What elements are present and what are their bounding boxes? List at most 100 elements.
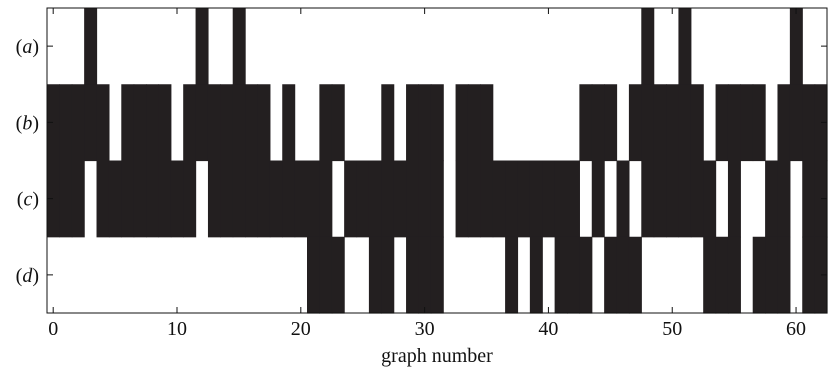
filled-cell bbox=[368, 236, 382, 314]
filled-cell bbox=[777, 84, 791, 162]
filled-cell bbox=[133, 160, 147, 238]
filled-cell bbox=[84, 84, 98, 162]
filled-cell bbox=[628, 84, 642, 162]
filled-cell bbox=[344, 160, 358, 238]
filled-cell bbox=[690, 160, 704, 238]
filled-cell bbox=[752, 84, 766, 162]
filled-cell bbox=[467, 160, 481, 238]
filled-cell bbox=[641, 160, 655, 238]
filled-cell bbox=[232, 160, 246, 238]
filled-cell bbox=[542, 160, 556, 238]
filled-cell bbox=[381, 236, 395, 314]
filled-cell bbox=[505, 160, 519, 238]
filled-cell bbox=[777, 236, 791, 314]
filled-cell bbox=[170, 160, 184, 238]
filled-cell bbox=[505, 236, 519, 314]
filled-cell bbox=[96, 84, 110, 162]
filled-cell bbox=[257, 160, 271, 238]
filled-cell bbox=[96, 160, 110, 238]
filled-cell bbox=[653, 84, 667, 162]
filled-cell bbox=[183, 84, 197, 162]
filled-cell bbox=[727, 160, 741, 238]
filled-cell bbox=[195, 84, 209, 162]
filled-cell bbox=[591, 160, 605, 238]
filled-cell bbox=[245, 160, 259, 238]
filled-cell bbox=[666, 160, 680, 238]
x-tick-label: 50 bbox=[662, 318, 682, 340]
filled-cell bbox=[47, 160, 60, 238]
filled-cell bbox=[529, 160, 543, 238]
filled-cell bbox=[567, 236, 580, 314]
x-axis-ticks: 0 10 20 30 40 50 60 bbox=[48, 8, 806, 340]
x-tick-label: 30 bbox=[415, 318, 435, 340]
filled-cell bbox=[331, 236, 345, 314]
filled-cell bbox=[430, 236, 444, 314]
filled-cell bbox=[319, 160, 333, 238]
filled-cell bbox=[282, 84, 296, 162]
filled-cell bbox=[158, 84, 172, 162]
filled-cell bbox=[641, 8, 655, 85]
filled-cell bbox=[727, 236, 741, 314]
filled-cell bbox=[678, 160, 692, 238]
filled-cell bbox=[703, 160, 717, 238]
filled-cell bbox=[789, 84, 803, 162]
filled-cell bbox=[84, 8, 98, 85]
filled-cell bbox=[71, 160, 85, 238]
filled-cell bbox=[381, 160, 395, 238]
x-tick-label: 20 bbox=[291, 318, 311, 340]
filled-cell bbox=[71, 84, 85, 162]
filled-cell bbox=[653, 160, 667, 238]
filled-cell bbox=[183, 160, 197, 238]
filled-cell bbox=[455, 84, 469, 162]
x-tick-label: 40 bbox=[538, 318, 558, 340]
filled-cell bbox=[418, 160, 432, 238]
filled-cell bbox=[492, 160, 506, 238]
filled-cell bbox=[517, 160, 531, 238]
filled-cell bbox=[294, 160, 308, 238]
row-label: (a) bbox=[16, 36, 39, 58]
filled-cell bbox=[765, 236, 779, 314]
row-label: (c) bbox=[17, 189, 39, 211]
filled-cell bbox=[220, 84, 234, 162]
filled-cell bbox=[356, 160, 370, 238]
filled-cell bbox=[133, 84, 147, 162]
filled-cell bbox=[207, 160, 221, 238]
filled-cell bbox=[418, 84, 432, 162]
filled-cell bbox=[616, 160, 630, 238]
filled-cell bbox=[146, 84, 160, 162]
filled-cell bbox=[455, 160, 469, 238]
filled-cell bbox=[195, 8, 209, 85]
x-tick-label: 60 bbox=[786, 318, 806, 340]
filled-cell bbox=[480, 160, 494, 238]
filled-cell bbox=[591, 84, 605, 162]
filled-cell bbox=[467, 84, 481, 162]
filled-cell bbox=[678, 8, 692, 85]
filled-cell bbox=[579, 84, 593, 162]
filled-cell bbox=[628, 236, 642, 314]
filled-cell bbox=[777, 160, 791, 238]
filled-cell bbox=[220, 160, 234, 238]
filled-cell bbox=[802, 160, 816, 238]
filled-cell bbox=[393, 160, 407, 238]
filled-cell bbox=[418, 236, 432, 314]
filled-cell bbox=[121, 160, 135, 238]
filled-cell bbox=[381, 84, 395, 162]
filled-cell bbox=[554, 236, 568, 314]
filled-cell bbox=[146, 160, 160, 238]
filled-cell bbox=[406, 84, 420, 162]
filled-cell bbox=[715, 84, 729, 162]
filled-cell bbox=[579, 236, 593, 314]
filled-cell bbox=[727, 84, 741, 162]
filled-cell bbox=[480, 84, 494, 162]
filled-cell bbox=[59, 160, 73, 238]
filled-cell bbox=[765, 160, 779, 238]
row-label: (b) bbox=[16, 112, 39, 134]
filled-cell bbox=[207, 84, 221, 162]
filled-cell bbox=[641, 84, 655, 162]
filled-cell bbox=[108, 160, 122, 238]
filled-cell bbox=[666, 84, 680, 162]
filled-cell bbox=[554, 160, 568, 238]
row-label: (d) bbox=[16, 265, 39, 287]
filled-cell bbox=[406, 236, 420, 314]
